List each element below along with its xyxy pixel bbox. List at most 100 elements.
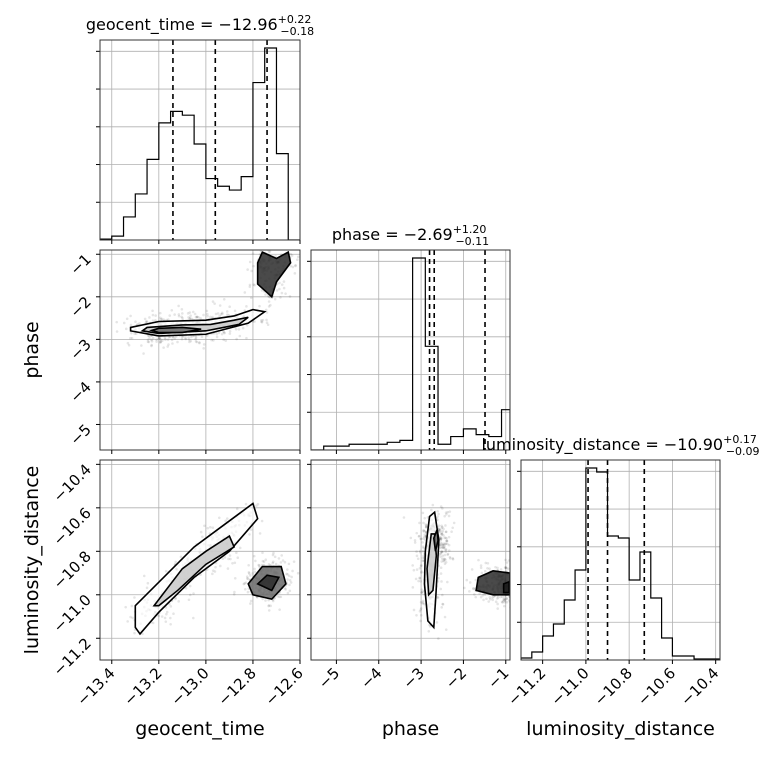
sample-point — [440, 532, 444, 536]
sample-point — [206, 314, 209, 318]
sample-point — [200, 335, 204, 339]
sample-point — [122, 321, 126, 325]
sample-point — [419, 613, 423, 617]
sample-point — [165, 610, 169, 614]
sample-point — [523, 592, 526, 595]
sample-point — [435, 621, 439, 624]
sample-point — [514, 577, 517, 580]
sample-point — [421, 601, 425, 604]
sample-point — [260, 318, 263, 322]
sample-point — [124, 605, 127, 609]
sample-point — [444, 542, 448, 546]
sample-point — [503, 600, 507, 604]
sample-point — [492, 595, 495, 598]
sample-point — [233, 577, 237, 580]
sample-point — [177, 313, 181, 316]
sample-point — [233, 561, 237, 565]
sample-point — [443, 536, 446, 540]
sample-point — [223, 556, 227, 559]
sample-point — [465, 578, 469, 582]
sample-point — [244, 581, 248, 584]
sample-point — [235, 507, 239, 511]
hist-panel-geocent_time: geocent_time = −12.96+0.22 −0.18 — [86, 13, 314, 244]
sample-point — [283, 560, 287, 564]
sample-point — [151, 336, 155, 340]
sample-point — [296, 255, 300, 259]
sample-point — [277, 557, 281, 560]
sample-point — [485, 597, 488, 601]
histogram-step-luminosity_distance — [521, 467, 720, 660]
sample-point — [205, 334, 209, 337]
sample-point — [472, 586, 475, 590]
sample-point — [419, 580, 423, 583]
sample-point — [142, 352, 145, 355]
sample-point — [291, 265, 295, 269]
sample-point — [206, 312, 209, 316]
sample-point — [265, 311, 269, 314]
sample-point — [211, 569, 215, 572]
sample-point — [447, 543, 451, 547]
sample-point — [217, 516, 221, 520]
sample-point — [115, 320, 119, 324]
sample-point — [440, 542, 444, 546]
xtick-label: −10.6 — [634, 664, 679, 709]
sample-point — [510, 583, 513, 586]
sample-point — [173, 337, 177, 340]
sample-point — [246, 590, 250, 594]
sample-point — [419, 600, 423, 604]
sample-point — [430, 508, 433, 512]
sample-point — [505, 600, 509, 604]
title-minus-error: −0.18 — [280, 25, 314, 38]
sample-point — [440, 524, 443, 528]
sample-point — [172, 612, 175, 615]
sample-point — [474, 578, 478, 582]
sample-point — [246, 577, 250, 580]
sample-point — [445, 539, 448, 543]
sample-point — [503, 599, 507, 602]
sample-point — [292, 560, 296, 563]
sample-point — [421, 511, 425, 515]
sample-point — [440, 550, 443, 553]
sample-point — [257, 563, 260, 567]
sample-point — [441, 525, 444, 529]
sample-point — [439, 551, 443, 555]
sample-point — [288, 295, 292, 298]
sample-point — [187, 598, 191, 602]
sample-point — [440, 557, 444, 560]
sample-point — [155, 338, 158, 341]
ytick-label: −10.6 — [50, 504, 95, 549]
sample-point — [261, 551, 264, 555]
sample-point — [447, 514, 451, 518]
sample-point — [213, 302, 216, 305]
sample-point — [507, 559, 510, 562]
ytick-label: −3 — [66, 335, 94, 363]
sample-point — [439, 538, 443, 542]
sample-point — [436, 596, 439, 599]
sample-point — [499, 568, 503, 571]
sample-point — [191, 310, 195, 314]
contour-level-4 — [502, 580, 510, 594]
sample-point — [504, 566, 508, 569]
sample-point — [151, 319, 155, 322]
sample-point — [420, 590, 424, 594]
sample-point — [450, 530, 453, 534]
xtick-label: −5 — [315, 664, 343, 692]
sample-point — [439, 552, 442, 556]
sample-point — [144, 321, 148, 324]
sample-point — [438, 528, 441, 532]
sample-point — [184, 336, 187, 340]
sample-point — [258, 532, 262, 535]
sample-point — [418, 609, 422, 613]
sample-point — [442, 559, 446, 563]
sample-point — [218, 314, 221, 318]
sample-point — [285, 572, 288, 576]
sample-point — [269, 303, 272, 307]
sample-point — [154, 319, 157, 322]
sample-point — [265, 247, 268, 250]
sample-point — [174, 597, 177, 601]
sample-point — [441, 602, 445, 606]
sample-point — [444, 530, 448, 534]
sample-point — [439, 555, 442, 558]
sample-point — [446, 553, 449, 557]
sample-point — [524, 590, 527, 593]
